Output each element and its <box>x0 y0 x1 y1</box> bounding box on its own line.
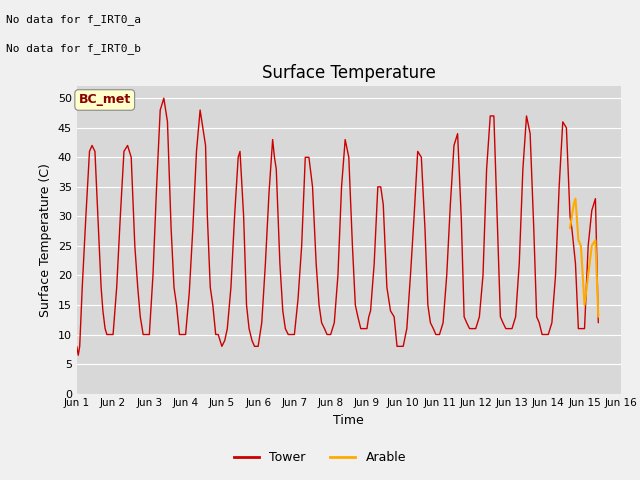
Text: BC_met: BC_met <box>79 94 131 107</box>
Text: No data for f_IRT0_a: No data for f_IRT0_a <box>6 14 141 25</box>
Y-axis label: Surface Temperature (C): Surface Temperature (C) <box>39 163 52 317</box>
Title: Surface Temperature: Surface Temperature <box>262 64 436 82</box>
X-axis label: Time: Time <box>333 414 364 427</box>
Legend: Tower, Arable: Tower, Arable <box>229 446 411 469</box>
Text: No data for f_IRT0_b: No data for f_IRT0_b <box>6 43 141 54</box>
